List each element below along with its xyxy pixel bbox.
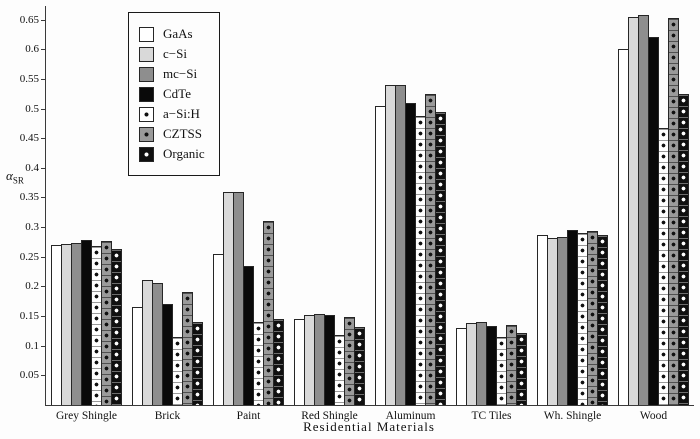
bar-group-paint: Paint [213,6,284,422]
legend-item: CZTSS [139,126,205,142]
y-tick-label: 0.1 [25,339,39,352]
category-label: Paint [236,410,261,422]
category-label: TC Tiles [471,410,512,422]
legend-item: CdTe [139,86,205,102]
legend-label: Organic [163,146,205,161]
legend-swatch [139,86,154,102]
y-axis-tick [41,49,46,51]
y-axis-tick [41,345,46,347]
legend-swatch [139,66,154,82]
y-tick-label: 0.05 [19,369,39,382]
legend-item: Organic [139,146,205,162]
y-tick-label: 0.3 [25,221,39,234]
legend-swatch [139,26,154,42]
bar-group-aluminum: Aluminum [375,6,446,422]
bar-organic-6 [597,235,608,405]
y-tick-label: 0.35 [19,191,39,204]
bar-group-wh-shingle: Wh. Shingle [537,6,608,422]
y-tick-label: 0.65 [19,13,39,26]
category-label: Red Shingle [301,410,358,422]
bar-organic-1 [192,322,203,405]
legend-label: a−Si:H [163,106,200,121]
bar-group-brick: Brick [132,6,203,422]
y-tick-label: 0.2 [25,280,39,293]
y-axis-tick [41,108,46,110]
legend-item: GaAs [139,26,205,42]
y-axis-label: αSR [6,168,24,186]
legend-label: mc−Si [163,66,198,81]
category-label: Wood [639,410,668,422]
y-axis-tick [41,197,46,199]
category-label: Aluminum [385,410,436,422]
bar-cztss-2 [263,221,274,405]
y-axis-tick [41,375,46,377]
y-axis-tick [41,78,46,80]
plot-area: 0.05 0.1 0.15 0.2 0.25 0.3 0.35 0.4 0.45 0.5 0.55 0… [20,6,694,422]
legend-label: CZTSS [163,126,203,141]
y-tick-label: 0.45 [19,132,39,145]
bar-organic-3 [354,327,365,405]
y-tick-label: 0.55 [19,72,39,85]
legend-swatch [139,126,154,142]
legend-label: CdTe [163,86,191,101]
x-axis-label: Residential Materials [303,419,435,434]
legend-swatch [139,146,154,162]
category-label: Brick [154,410,181,422]
y-axis-tick [41,286,46,288]
y-axis-tick [41,316,46,318]
y-axis-tick [41,256,46,258]
bar-organic-7 [678,94,689,405]
legend-item: mc−Si [139,66,205,82]
y-tick-label: 0.4 [25,161,39,174]
bar-group-grey-shingle: Grey Shingle [51,6,122,422]
y-tick-label: 0.25 [19,250,39,263]
y-axis-tick [41,19,46,21]
legend-item: c−Si [139,46,205,62]
category-label: Grey Shingle [55,410,118,422]
category-label: Wh. Shingle [543,410,602,422]
bar-organic-2 [273,319,284,405]
alpha-subscript: SR [12,175,24,186]
legend-swatch [139,46,154,62]
y-axis-tick [41,138,46,140]
bar-organic-0 [111,249,122,405]
alpha-symbol: α [6,168,13,183]
y-axis-tick [41,227,46,229]
legend-label: GaAs [163,26,193,41]
bar-organic-5 [516,333,527,405]
y-tick-label: 0.15 [19,310,39,323]
bar-organic-4 [435,112,446,405]
legend-swatch [139,106,154,122]
y-tick-label: 0.6 [25,43,39,56]
bar-group-red-shingle: Red Shingle [294,6,365,422]
y-axis-tick [41,167,46,169]
legend-label: c−Si [163,46,187,61]
bar-group-tc-tiles: TC Tiles [456,6,527,422]
legend: GaAs c−Si mc−Si CdTe a−Si:H CZTSS Organic [128,12,220,176]
y-tick-label: 0.5 [25,102,39,115]
bar-group-wood: Wood [618,6,689,422]
legend-item: a−Si:H [139,106,205,122]
